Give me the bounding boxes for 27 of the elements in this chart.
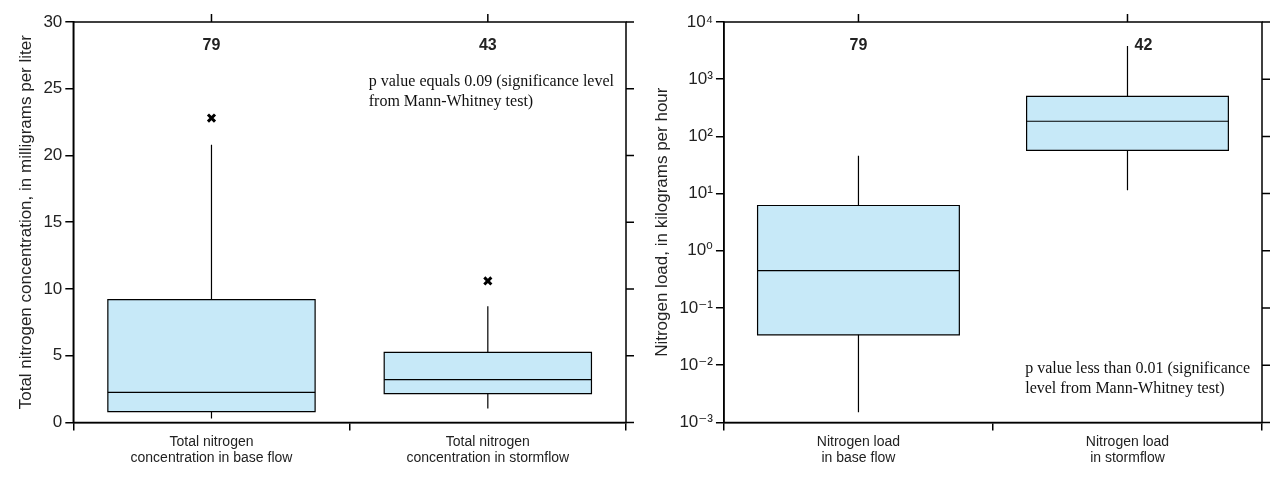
annotation: 79 bbox=[202, 36, 221, 54]
annotation: 79 bbox=[849, 36, 868, 54]
x-tick-label: Nitrogen load in base flow bbox=[816, 432, 901, 466]
y-tick-label: 30 bbox=[43, 11, 63, 31]
y-tick-label: 15 bbox=[43, 211, 63, 231]
y-tick-label: 10⁻¹ bbox=[679, 297, 714, 317]
y-tick-label: 10⁰ bbox=[687, 240, 714, 260]
y-tick-label: 20 bbox=[43, 145, 63, 165]
y-tick-label: 10³ bbox=[688, 68, 714, 88]
y-tick-label: 10² bbox=[688, 126, 714, 146]
y-tick-label: 5 bbox=[52, 345, 63, 365]
y-tick-label: 10⁻² bbox=[679, 354, 714, 374]
y-tick-label: 10¹ bbox=[688, 183, 714, 203]
y-tick-label: 10 bbox=[43, 278, 63, 298]
y-axis-title: Nitrogen load, in kilograms per hour bbox=[651, 87, 671, 357]
annotation: p value equals 0.09 (significance level from Mann-Whitney test) bbox=[368, 72, 615, 111]
annotation: p value less than 0.01 (significance level from Mann-Whitney test) bbox=[1025, 358, 1251, 397]
y-tick-label: 25 bbox=[43, 78, 63, 98]
annotation: 43 bbox=[478, 36, 497, 54]
y-axis-title: Total nitrogen concentration, in milligrams per liter bbox=[15, 34, 35, 410]
y-tick-label: 0 bbox=[52, 412, 63, 432]
x-tick-label: Total nitrogen concentration in stormflow bbox=[406, 432, 571, 466]
y-tick-label: 10⁻³ bbox=[679, 412, 714, 432]
x-tick-label: Nitrogen load in stormflow bbox=[1085, 432, 1170, 466]
y-tick-label: 10⁴ bbox=[686, 11, 713, 31]
annotation: 42 bbox=[1134, 36, 1153, 54]
x-tick-label: Total nitrogen concentration in base flow bbox=[130, 432, 294, 466]
